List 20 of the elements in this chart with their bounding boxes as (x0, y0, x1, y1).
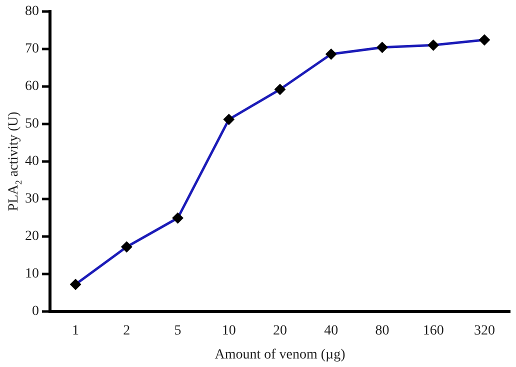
x-axis-title: Amount of venom (µg) (214, 347, 346, 362)
x-tick-label: 80 (375, 323, 390, 338)
y-tick-label: 30 (25, 192, 39, 207)
y-axis-title: PLA2 activity (U) (6, 111, 24, 212)
y-tick-label: 10 (25, 266, 39, 282)
x-tick-label: 160 (422, 323, 444, 338)
x-tick-label: 2 (123, 323, 130, 338)
y-tick-label: 50 (25, 116, 39, 132)
y-tick-label: 20 (25, 229, 39, 244)
y-tick-label: 70 (25, 42, 39, 57)
x-tick-label: 1 (72, 323, 80, 338)
y-tick-label: 80 (25, 4, 39, 20)
y-tick-label: 40 (25, 154, 39, 170)
x-tick-label: 10 (222, 323, 236, 338)
y-tick-label: 60 (25, 79, 39, 94)
x-tick-label: 40 (324, 323, 338, 338)
x-tick-label: 5 (174, 323, 182, 338)
y-tick-label: 0 (32, 304, 39, 320)
x-tick-label: 320 (474, 323, 495, 338)
x-tick-label: 20 (273, 323, 287, 338)
